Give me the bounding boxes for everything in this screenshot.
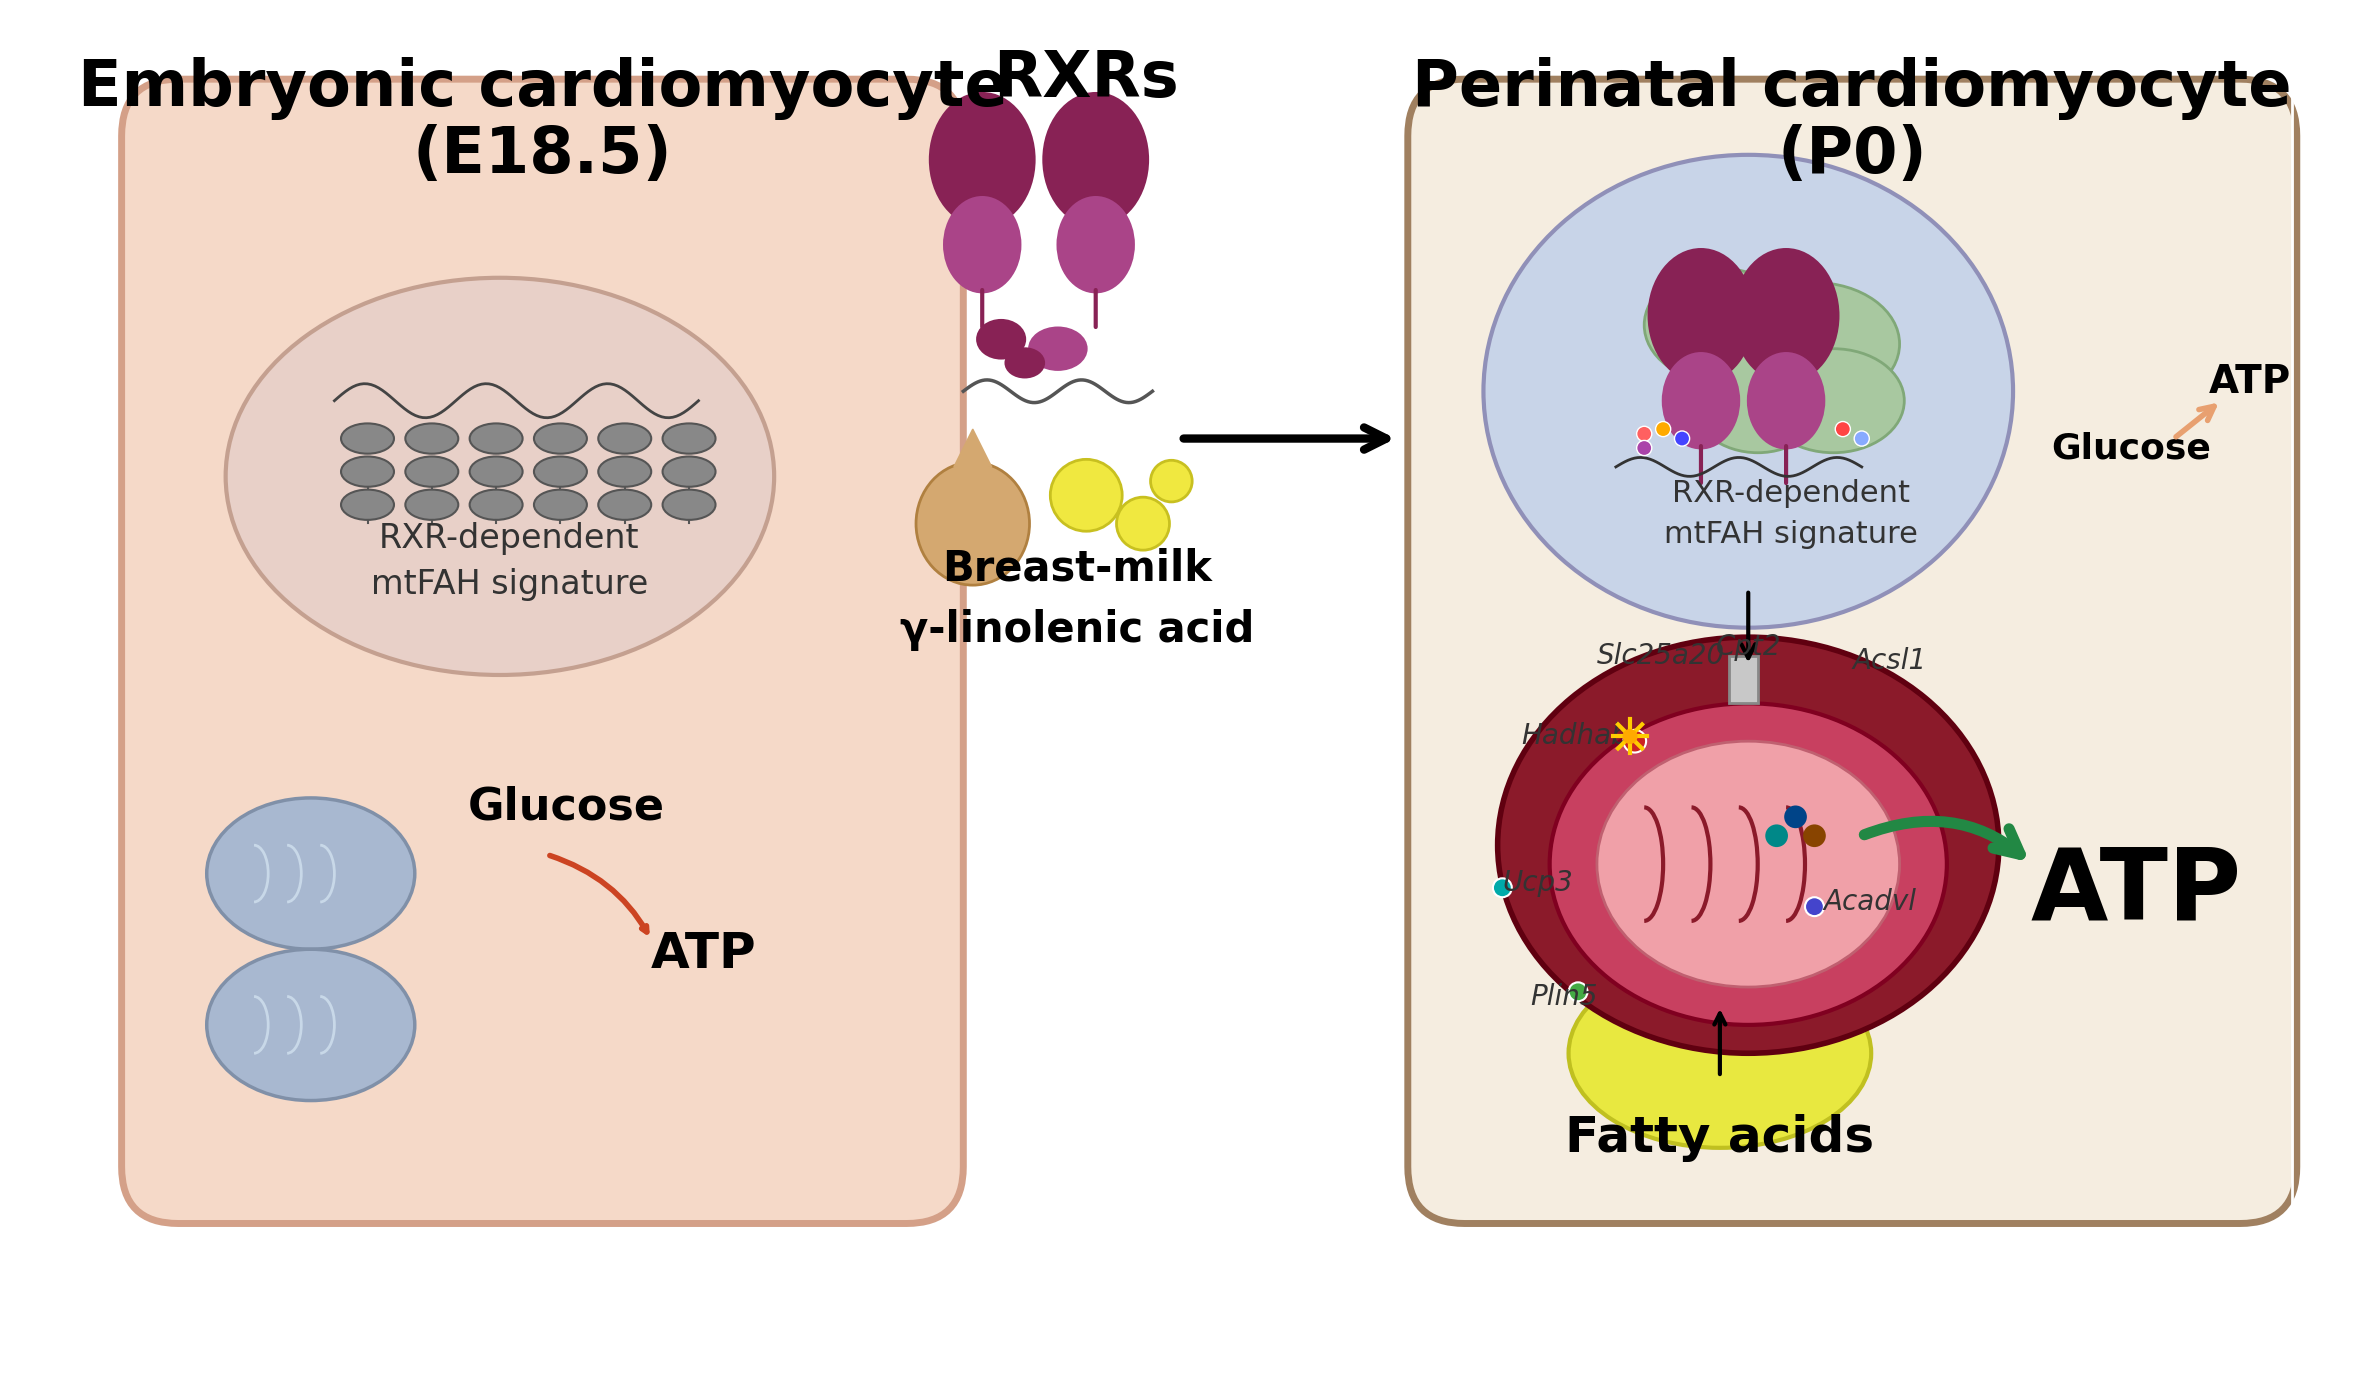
- Text: Acsl1: Acsl1: [1852, 646, 1925, 675]
- Text: Breast-milk
γ-linolenic acid: Breast-milk γ-linolenic acid: [899, 548, 1255, 652]
- Ellipse shape: [1029, 328, 1086, 370]
- Ellipse shape: [1735, 249, 1837, 382]
- Text: Embryonic cardiomyocyte: Embryonic cardiomyocyte: [78, 57, 1008, 120]
- Ellipse shape: [406, 490, 459, 520]
- Circle shape: [1117, 497, 1169, 551]
- Text: RXR-dependent
mtFAH signature: RXR-dependent mtFAH signature: [371, 522, 649, 601]
- Ellipse shape: [1650, 249, 1752, 382]
- Ellipse shape: [207, 949, 416, 1100]
- Ellipse shape: [226, 278, 775, 675]
- Ellipse shape: [1730, 282, 1899, 406]
- Bar: [1730, 656, 1757, 703]
- Ellipse shape: [406, 457, 459, 487]
- Ellipse shape: [1597, 742, 1899, 987]
- Circle shape: [1854, 430, 1868, 446]
- Ellipse shape: [599, 424, 651, 454]
- Ellipse shape: [1044, 93, 1148, 226]
- Circle shape: [1623, 729, 1638, 745]
- Circle shape: [1785, 805, 1807, 828]
- Ellipse shape: [1005, 349, 1044, 376]
- Text: (E18.5): (E18.5): [414, 123, 673, 185]
- Text: Glucose: Glucose: [2051, 430, 2211, 465]
- Text: Glucose: Glucose: [468, 786, 666, 829]
- Circle shape: [1673, 430, 1690, 446]
- Ellipse shape: [535, 424, 587, 454]
- Ellipse shape: [471, 490, 523, 520]
- Circle shape: [1493, 879, 1512, 897]
- Text: Cpt2: Cpt2: [1716, 632, 1780, 660]
- Circle shape: [1654, 422, 1671, 437]
- Text: RXR-dependent
mtFAH signature: RXR-dependent mtFAH signature: [1664, 479, 1918, 549]
- Text: Ucp3: Ucp3: [1502, 869, 1574, 897]
- Ellipse shape: [1747, 353, 1823, 448]
- Ellipse shape: [663, 424, 715, 454]
- Ellipse shape: [207, 799, 416, 949]
- Text: Slc25a20: Slc25a20: [1597, 642, 1726, 670]
- Circle shape: [1766, 825, 1788, 847]
- Circle shape: [1623, 729, 1647, 753]
- Text: Fatty acids: Fatty acids: [1566, 1114, 1875, 1163]
- Text: Acadvl: Acadvl: [1823, 889, 1916, 916]
- Ellipse shape: [1692, 349, 1823, 453]
- Ellipse shape: [929, 93, 1034, 226]
- Ellipse shape: [1498, 637, 1999, 1053]
- Circle shape: [1804, 825, 1826, 847]
- Circle shape: [1638, 426, 1652, 441]
- Circle shape: [1638, 440, 1652, 455]
- Text: RXRs: RXRs: [994, 48, 1179, 111]
- Text: Perinatal cardiomyocyte: Perinatal cardiomyocyte: [1412, 57, 2291, 120]
- Ellipse shape: [471, 424, 523, 454]
- Ellipse shape: [599, 490, 651, 520]
- Ellipse shape: [1483, 155, 2013, 628]
- Polygon shape: [953, 429, 991, 466]
- Ellipse shape: [406, 424, 459, 454]
- Ellipse shape: [663, 490, 715, 520]
- Ellipse shape: [1550, 703, 1947, 1026]
- Ellipse shape: [977, 320, 1024, 358]
- Ellipse shape: [535, 457, 587, 487]
- Ellipse shape: [340, 457, 395, 487]
- Text: Hadhab: Hadhab: [1521, 722, 1628, 750]
- Ellipse shape: [1664, 353, 1740, 448]
- Ellipse shape: [1645, 268, 1795, 382]
- Ellipse shape: [535, 490, 587, 520]
- Text: ATP: ATP: [2030, 844, 2242, 941]
- FancyBboxPatch shape: [121, 79, 963, 1223]
- Ellipse shape: [915, 462, 1029, 585]
- Ellipse shape: [340, 424, 395, 454]
- Ellipse shape: [663, 457, 715, 487]
- Ellipse shape: [944, 198, 1020, 292]
- Ellipse shape: [599, 457, 651, 487]
- Circle shape: [1835, 422, 1849, 437]
- Ellipse shape: [1569, 959, 1871, 1147]
- Text: ATP: ATP: [2208, 363, 2291, 401]
- Ellipse shape: [1058, 198, 1134, 292]
- Circle shape: [1569, 983, 1588, 1001]
- Ellipse shape: [1761, 349, 1904, 453]
- Ellipse shape: [340, 490, 395, 520]
- Circle shape: [1150, 461, 1193, 502]
- Text: (P0): (P0): [1778, 123, 1928, 185]
- Circle shape: [1051, 459, 1122, 531]
- FancyBboxPatch shape: [1407, 79, 2296, 1223]
- Circle shape: [1804, 897, 1823, 916]
- Text: Plin5: Plin5: [1531, 983, 1597, 1010]
- Ellipse shape: [471, 457, 523, 487]
- Text: ATP: ATP: [651, 930, 756, 978]
